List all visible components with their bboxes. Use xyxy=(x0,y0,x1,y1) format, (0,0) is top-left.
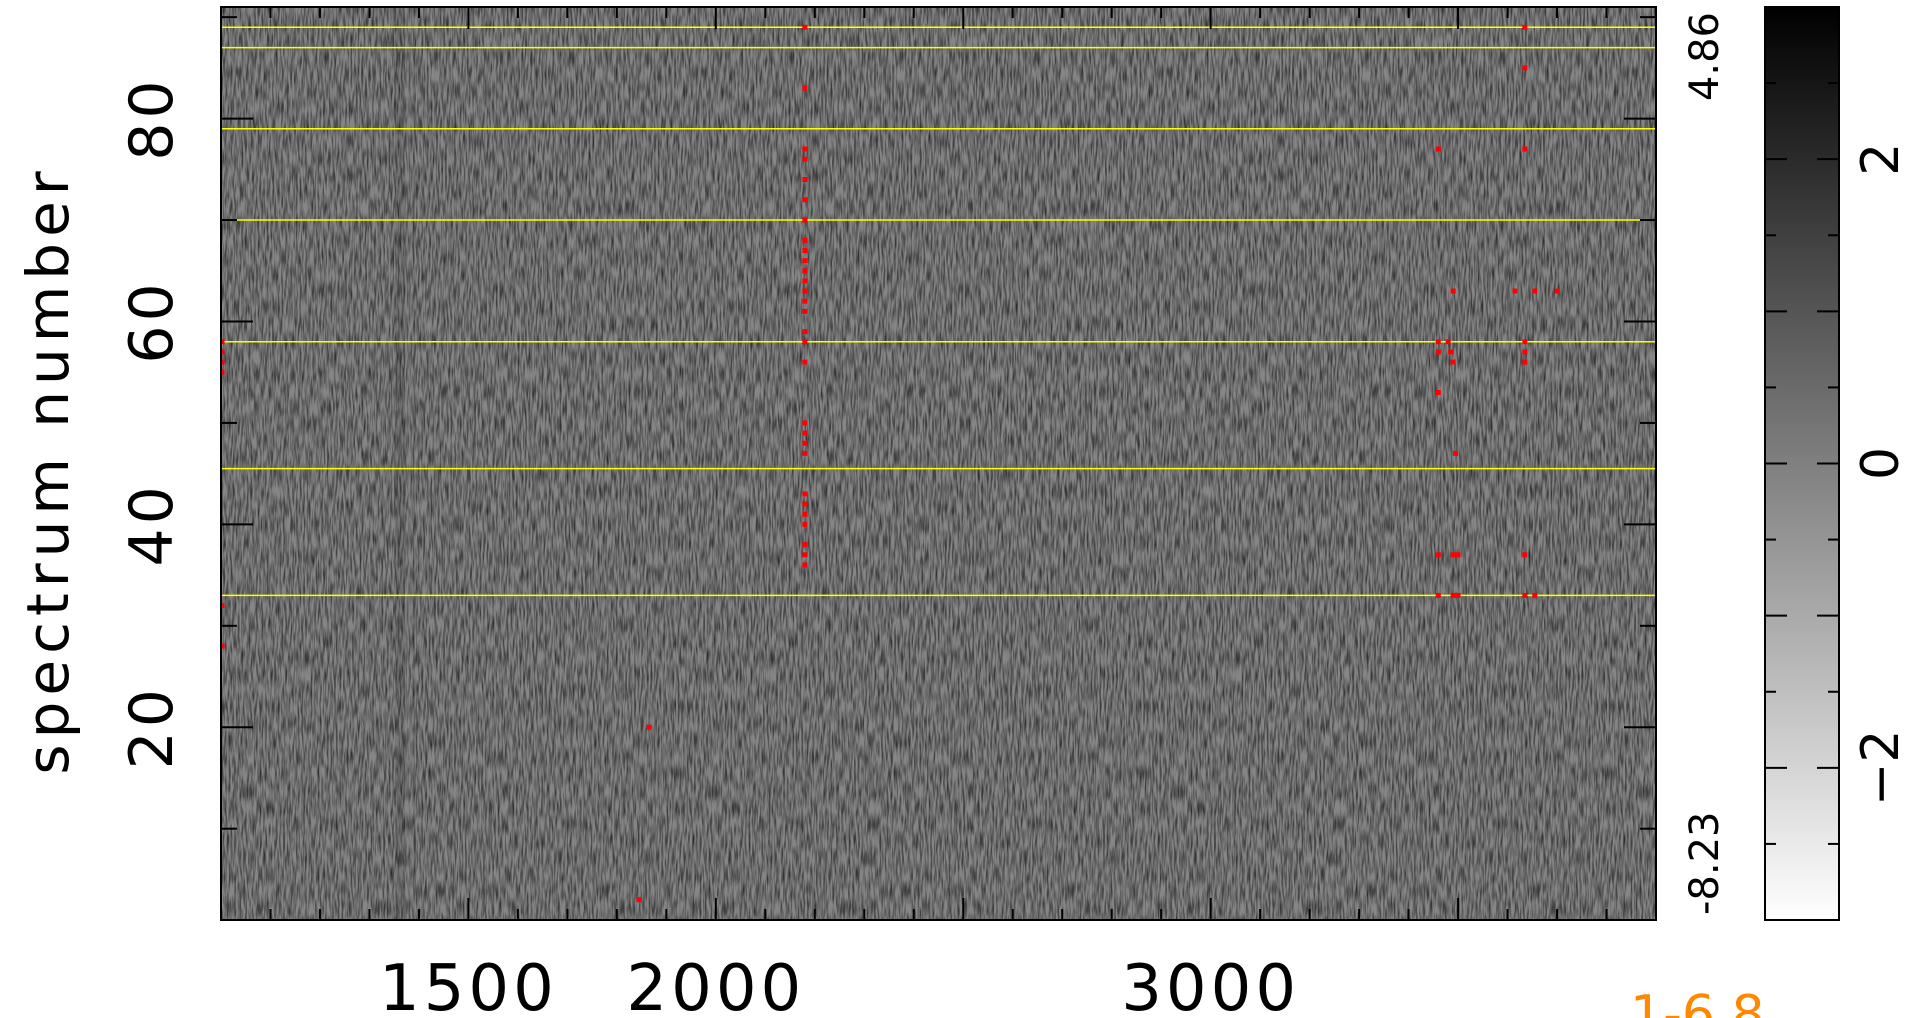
flagged-point xyxy=(1532,592,1538,598)
plot-frame xyxy=(220,6,1657,921)
y-tick-label: 80 xyxy=(117,76,187,160)
flagged-point xyxy=(802,258,808,264)
colorbar-tick-labels: 2 0 −2 xyxy=(1851,143,1910,807)
heatmap-light-band xyxy=(405,7,413,920)
flagged-point xyxy=(1435,592,1441,598)
flagged-point xyxy=(646,724,652,730)
flagged-point xyxy=(1435,552,1441,558)
flagged-point xyxy=(636,897,642,903)
flagged-point xyxy=(802,430,808,436)
flagged-point xyxy=(802,146,808,152)
flagged-point xyxy=(1450,288,1456,294)
flagged-point xyxy=(1435,389,1441,395)
x-axis-ticks xyxy=(269,7,1608,920)
flagged-point xyxy=(1455,552,1461,558)
flagged-point xyxy=(802,440,808,446)
flagged-point xyxy=(221,369,225,375)
flagged-point xyxy=(1455,592,1461,598)
flagged-point xyxy=(802,308,808,314)
flagged-points xyxy=(221,24,1560,903)
flagged-point xyxy=(1453,450,1459,456)
flagged-point xyxy=(802,542,808,548)
x-tick-label: 3000 xyxy=(1121,952,1300,1018)
flagged-point xyxy=(1435,349,1441,355)
flagged-point xyxy=(802,359,808,365)
y-axis-tick-labels: 20 40 60 80 xyxy=(117,76,187,769)
flagged-point xyxy=(1532,288,1538,294)
data-max-label: 4.86 xyxy=(1682,12,1728,101)
flagged-point xyxy=(1435,339,1441,345)
flagged-point xyxy=(802,288,808,294)
flagged-point xyxy=(1522,339,1528,345)
data-min-label: -8.23 xyxy=(1682,812,1728,916)
flagged-point xyxy=(802,450,808,456)
flagged-point xyxy=(802,501,808,507)
flagged-point xyxy=(802,420,808,426)
flagged-point xyxy=(802,156,808,162)
flagged-point xyxy=(221,359,225,365)
flagged-point xyxy=(221,603,225,609)
flagged-point xyxy=(802,278,808,284)
flagged-point xyxy=(802,237,808,243)
flagged-point xyxy=(802,176,808,182)
footer-label: 1-6.8 xyxy=(1630,985,1765,1018)
y-tick-label: 60 xyxy=(117,279,187,363)
x-tick-label: 1500 xyxy=(379,952,558,1018)
heatmap-texture xyxy=(221,7,1656,920)
flagged-point xyxy=(802,511,808,517)
flagged-point xyxy=(802,268,808,274)
flagged-point xyxy=(1522,65,1528,71)
flagged-point xyxy=(802,247,808,253)
flagged-point xyxy=(1445,339,1451,345)
y-tick-label: 20 xyxy=(117,685,187,769)
flagged-point xyxy=(1522,349,1528,355)
flagged-point xyxy=(221,643,225,649)
plot-area xyxy=(221,7,1656,920)
flagged-point xyxy=(1522,552,1528,558)
flagged-point xyxy=(802,491,808,497)
y-axis-ticks xyxy=(221,16,1656,830)
flagged-point xyxy=(1522,24,1528,30)
flagged-point xyxy=(1522,146,1528,152)
colorbar-ticks xyxy=(1765,82,1839,845)
flagged-point xyxy=(802,24,808,30)
flagged-point xyxy=(1450,552,1456,558)
flagged-point xyxy=(1448,349,1454,355)
flagged-point xyxy=(802,552,808,558)
x-axis-tick-labels: 1500 2000 3000 xyxy=(379,952,1300,1018)
flagged-point xyxy=(802,521,808,527)
flagged-point xyxy=(802,562,808,568)
colorbar-tick-label: −2 xyxy=(1851,730,1910,807)
x-tick-label: 2000 xyxy=(626,952,805,1018)
y-tick-label: 40 xyxy=(117,482,187,566)
flagged-point xyxy=(1512,288,1518,294)
flagged-point xyxy=(802,339,808,345)
flagged-point xyxy=(802,197,808,203)
flagged-point xyxy=(802,217,808,223)
y-axis-label: spectrum number xyxy=(14,165,82,774)
colorbar-tick-label: 2 xyxy=(1851,143,1910,176)
flagged-point xyxy=(221,349,225,355)
flagged-point xyxy=(802,329,808,335)
flagged-point xyxy=(1554,288,1560,294)
flagged-point xyxy=(1522,592,1528,598)
heatmap-dark-band xyxy=(395,7,415,920)
flagged-point xyxy=(1522,359,1528,365)
flagged-point xyxy=(1450,359,1456,365)
flagged-point xyxy=(221,339,225,345)
flagged-point xyxy=(802,298,808,304)
colorbar-tick-label: 0 xyxy=(1851,447,1910,480)
flagged-point xyxy=(1435,146,1441,152)
flagged-point xyxy=(802,85,808,91)
flagged-point xyxy=(1450,592,1456,598)
separator-lines xyxy=(221,26,1656,597)
